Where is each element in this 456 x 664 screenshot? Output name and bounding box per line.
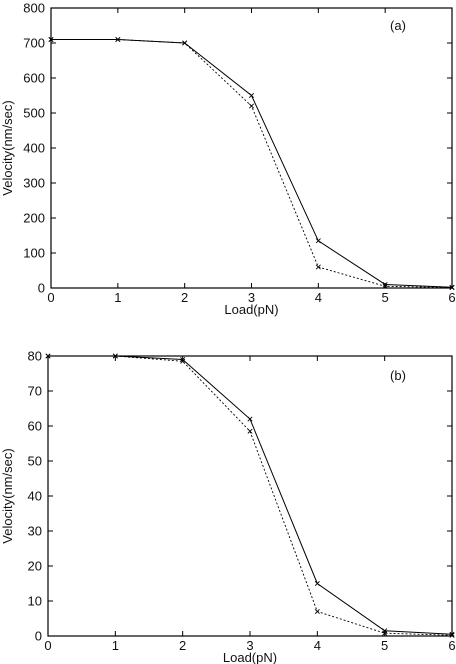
y-tick-label: 800	[23, 1, 45, 16]
chart-panel-a: 0 1 2 3 4 5 6 0 100 200 300 400 500 600 700 800 Load(pN)…	[0, 1, 456, 318]
data-point-marker	[248, 103, 255, 109]
data-point-marker	[315, 238, 321, 244]
data-point-marker	[48, 36, 54, 43]
x-tick-label: 0	[47, 290, 54, 305]
x-tick-label: 6	[448, 290, 455, 305]
y-tick-label: 50	[28, 454, 42, 469]
chart-panel-b: 0 1 2 3 4 5 601020304050607080Load(pN)Velocity…	[0, 349, 456, 664]
y-tick-label: 40	[28, 489, 42, 504]
y-tick-label: 60	[28, 419, 42, 434]
x-tick-label: 4	[315, 290, 322, 305]
y-tick-label: 0	[35, 629, 42, 644]
marker-stroke	[314, 608, 320, 615]
panel-label: (a)	[390, 18, 406, 33]
series-line-dotted	[51, 39, 453, 289]
y-tick-label: 0	[38, 281, 45, 296]
data-point-marker	[382, 283, 388, 289]
marker-stroke	[247, 416, 253, 422]
x-tick-label: 3	[246, 638, 253, 653]
y-tick-label: 200	[23, 211, 45, 226]
panel-label: (b)	[390, 368, 406, 383]
data-point-marker	[382, 630, 388, 636]
data-point-marker	[115, 36, 121, 43]
series-line-solid	[51, 39, 453, 288]
plot-frame	[47, 355, 453, 637]
y-tick-label: 20	[28, 559, 42, 574]
y-axis-label: Velocity(nm/sec)	[0, 448, 15, 543]
data-point-marker	[182, 40, 188, 46]
y-tick-label: 30	[28, 524, 42, 539]
x-tick-label: 5	[381, 638, 388, 653]
marker-stroke	[247, 428, 253, 434]
x-tick-label: 2	[181, 290, 188, 305]
marker-stroke	[248, 103, 255, 109]
y-tick-label: 500	[23, 106, 45, 121]
y-tick-label: 100	[23, 246, 45, 261]
y-tick-label: 400	[23, 141, 45, 156]
x-tick-label: 3	[248, 290, 255, 305]
marker-stroke	[45, 353, 51, 359]
marker-stroke	[48, 36, 54, 43]
marker-stroke	[315, 264, 321, 270]
marker-stroke	[248, 92, 255, 99]
x-axis-label: Load(pN)	[223, 650, 277, 664]
x-tick-label: 1	[114, 290, 121, 305]
data-point-marker	[314, 580, 320, 587]
data-point-marker	[247, 416, 253, 422]
data-point-marker	[314, 608, 320, 615]
data-point-marker	[180, 358, 186, 364]
data-point-marker	[45, 353, 51, 359]
marker-stroke	[182, 40, 188, 46]
data-point-marker	[449, 631, 455, 637]
y-tick-label: 600	[23, 71, 45, 86]
x-tick-label: 1	[112, 638, 119, 653]
data-point-marker	[315, 264, 321, 270]
marker-stroke	[382, 283, 388, 289]
marker-stroke	[449, 631, 455, 637]
marker-stroke	[112, 353, 118, 359]
data-point-marker	[449, 632, 455, 638]
series-line-dotted	[48, 355, 453, 636]
marker-stroke	[115, 36, 121, 43]
data-point-marker	[247, 428, 253, 434]
marker-stroke	[314, 580, 320, 587]
x-tick-label: 0	[44, 638, 51, 653]
plot-frame	[50, 7, 453, 289]
marker-stroke	[315, 238, 321, 244]
y-tick-label: 80	[28, 349, 42, 364]
y-tick-label: 70	[28, 384, 42, 399]
y-tick-label: 10	[28, 594, 42, 609]
data-point-marker	[112, 353, 118, 359]
marker-stroke	[449, 632, 455, 638]
x-axis-label: Load(pN)	[224, 302, 278, 317]
y-tick-label: 700	[23, 36, 45, 51]
data-point-marker	[248, 92, 255, 99]
x-tick-label: 5	[382, 290, 389, 305]
x-tick-label: 6	[448, 638, 455, 653]
marker-stroke	[382, 630, 388, 636]
marker-stroke	[449, 285, 455, 291]
y-tick-label: 300	[23, 176, 45, 191]
series-line-solid	[48, 355, 453, 635]
marker-stroke	[180, 358, 186, 364]
x-tick-label: 2	[179, 638, 186, 653]
y-axis-label: Velocity(nm/sec)	[0, 100, 15, 195]
x-tick-label: 4	[314, 638, 321, 653]
data-point-marker	[449, 285, 455, 291]
